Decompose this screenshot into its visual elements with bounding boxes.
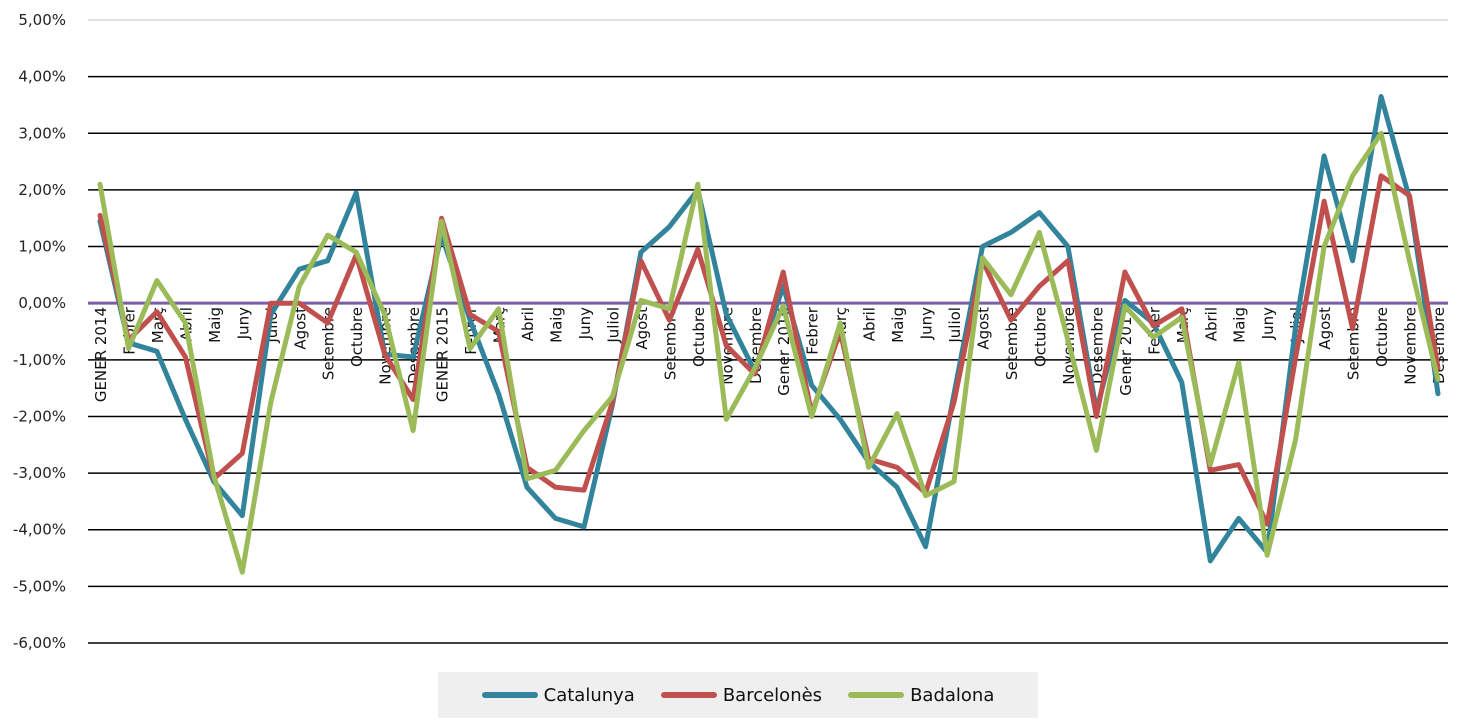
legend-label-barcelones: Barcelonès bbox=[722, 684, 823, 706]
x-tick-label: Abril bbox=[519, 307, 537, 341]
x-tick-label: Juny bbox=[234, 307, 252, 340]
x-tick-label: Novembre bbox=[1402, 307, 1420, 385]
x-tick-label: Agost bbox=[1316, 307, 1334, 350]
series-line-barcelons bbox=[97, 173, 1441, 527]
x-tick-label: Juny bbox=[918, 307, 936, 340]
x-tick-label: Setembre bbox=[1345, 307, 1363, 380]
x-tick-label: Juny bbox=[576, 307, 594, 340]
x-tick-label: Setembre bbox=[1003, 307, 1021, 380]
y-tick-label: 1,00% bbox=[18, 238, 66, 256]
y-tick-label: -4,00% bbox=[13, 521, 66, 539]
x-tick-label: Desembre bbox=[1088, 307, 1106, 384]
legend: Catalunya Barcelonès Badalona bbox=[438, 672, 1038, 718]
x-tick-label: GENER 2014 bbox=[92, 307, 110, 402]
x-tick-label: Octubre bbox=[690, 307, 708, 367]
y-tick-label: 4,00% bbox=[18, 68, 66, 86]
x-tick-label: Juliol bbox=[604, 307, 622, 344]
y-tick-label: -2,00% bbox=[13, 407, 66, 425]
legend-label-badalona: Badalona bbox=[910, 684, 995, 706]
legend-swatch-catalunya bbox=[481, 692, 538, 698]
x-tick-label: Maig bbox=[547, 307, 565, 343]
legend-swatch-badalona bbox=[848, 692, 905, 698]
x-tick-label: Setembre bbox=[320, 307, 338, 380]
y-tick-label: -3,00% bbox=[13, 464, 66, 482]
y-tick-label: 0,00% bbox=[18, 294, 66, 312]
legend-item-barcelones: Barcelonès bbox=[660, 684, 823, 706]
x-tick-label: Setembre bbox=[661, 307, 679, 380]
x-tick-label: Febrer bbox=[804, 306, 822, 355]
legend-item-badalona: Badalona bbox=[848, 685, 994, 706]
y-tick-label: -6,00% bbox=[13, 634, 66, 652]
x-tick-label: Maig bbox=[206, 307, 224, 343]
x-tick-label: Maig bbox=[889, 307, 907, 343]
x-tick-label: Abril bbox=[861, 307, 879, 341]
x-tick-label: Maig bbox=[1231, 307, 1249, 343]
y-tick-label: 3,00% bbox=[18, 124, 66, 142]
legend-item-catalunya: Catalunya bbox=[481, 684, 635, 706]
x-tick-label: Juliol bbox=[946, 307, 964, 344]
y-tick-label: -1,00% bbox=[13, 351, 66, 369]
legend-label-catalunya: Catalunya bbox=[543, 684, 635, 706]
x-tick-label: Octubre bbox=[1373, 307, 1391, 367]
legend-swatch-barcelones bbox=[660, 692, 717, 698]
x-tick-label: Octubre bbox=[348, 307, 366, 367]
x-tick-label: Juny bbox=[1259, 307, 1277, 340]
y-tick-label: -5,00% bbox=[13, 577, 66, 595]
y-tick-label: 2,00% bbox=[18, 181, 66, 199]
x-tick-label: Abril bbox=[1202, 307, 1220, 341]
y-tick-label: 5,00% bbox=[18, 11, 66, 29]
y-axis-ticks: 5,00% 4,00% 3,00% 2,00% 1,00% 0,00% -1,00% -2,0… bbox=[13, 11, 66, 652]
x-tick-label: Agost bbox=[975, 307, 993, 350]
series-line-badalona bbox=[97, 130, 1441, 575]
x-tick-label: Agost bbox=[291, 307, 309, 350]
gridlines bbox=[88, 19, 1448, 644]
series-lines bbox=[97, 94, 1441, 575]
x-tick-label: Octubre bbox=[1031, 307, 1049, 367]
x-tick-label: GENER 2015 bbox=[434, 307, 452, 402]
